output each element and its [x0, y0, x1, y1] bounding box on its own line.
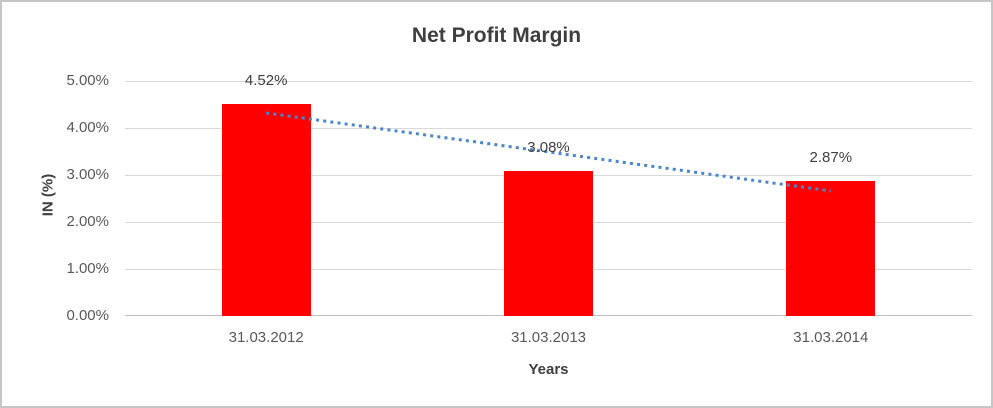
- data-label: 2.87%: [809, 149, 853, 167]
- data-label: 4.52%: [244, 71, 288, 89]
- y-tick-label: 1.00%: [66, 260, 109, 277]
- chart-title: Net Profit Margin: [411, 24, 582, 47]
- bar-31.03.2013: [504, 171, 593, 316]
- x-tick-label: 31.03.2013: [510, 329, 587, 346]
- y-tick-label: 4.00%: [66, 119, 109, 136]
- y-tick-label: 3.00%: [66, 166, 109, 183]
- data-label: 3.08%: [527, 139, 570, 157]
- gridline: [125, 81, 972, 82]
- plot-area: [125, 81, 972, 316]
- y-tick-label: 5.00%: [66, 72, 109, 89]
- x-tick-label: 31.03.2012: [228, 329, 304, 346]
- y-tick-label: 0.00%: [66, 307, 109, 324]
- x-tick-label: 31.03.2014: [793, 329, 869, 346]
- gridline: [125, 128, 972, 129]
- y-tick-label: 2.00%: [66, 213, 109, 230]
- trendline: [265, 111, 832, 193]
- bar-31.03.2012: [221, 103, 311, 316]
- x-axis-title: Years: [528, 361, 569, 378]
- bar-31.03.2014: [786, 181, 876, 316]
